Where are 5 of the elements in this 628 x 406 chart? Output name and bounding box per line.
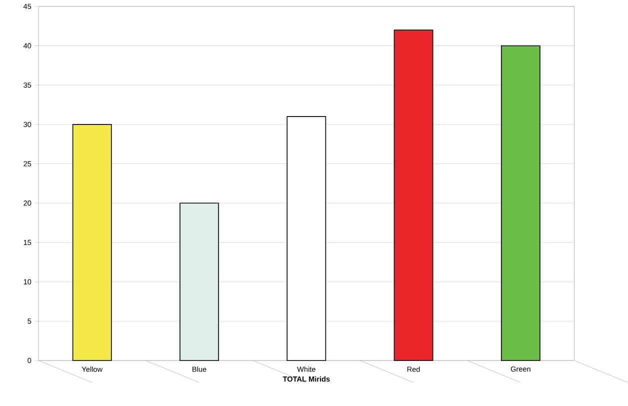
- bar: [286, 116, 326, 361]
- bar: [500, 45, 540, 361]
- bar: [394, 29, 434, 361]
- bar: [180, 202, 219, 361]
- bar: [72, 124, 112, 361]
